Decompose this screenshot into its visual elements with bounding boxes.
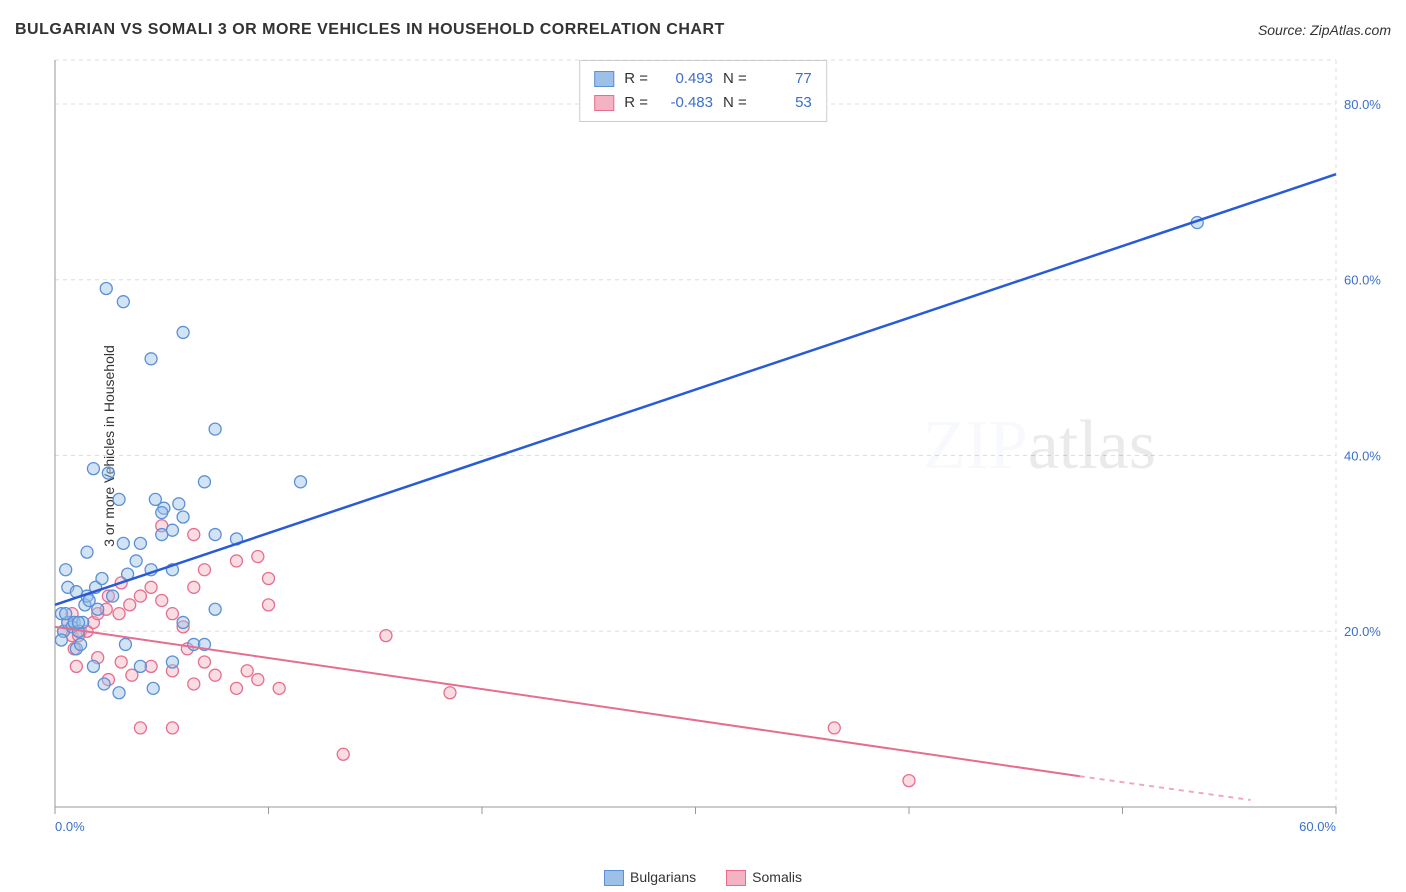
stats-row-somalis: R = -0.483 N = 53 xyxy=(594,91,812,115)
title-bar: BULGARIAN VS SOMALI 3 OR MORE VEHICLES I… xyxy=(15,15,1391,45)
swatch-icon xyxy=(594,71,614,87)
stat-value-n: 77 xyxy=(757,67,812,91)
chart-title: BULGARIAN VS SOMALI 3 OR MORE VEHICLES I… xyxy=(15,21,725,39)
stat-label-n: N = xyxy=(723,91,747,115)
svg-text:0.0%: 0.0% xyxy=(55,819,85,834)
chart-container: BULGARIAN VS SOMALI 3 OR MORE VEHICLES I… xyxy=(0,0,1406,892)
source-label: Source: ZipAtlas.com xyxy=(1258,22,1391,38)
stat-value-n: 53 xyxy=(757,91,812,115)
svg-text:80.0%: 80.0% xyxy=(1344,97,1381,112)
stat-value-r: -0.483 xyxy=(658,91,713,115)
legend-bottom: Bulgarians Somalis xyxy=(0,869,1406,886)
svg-text:40.0%: 40.0% xyxy=(1344,448,1381,463)
swatch-icon xyxy=(604,870,624,886)
stat-label-r: R = xyxy=(624,67,648,91)
swatch-icon xyxy=(726,870,746,886)
svg-text:60.0%: 60.0% xyxy=(1299,819,1336,834)
swatch-icon xyxy=(594,95,614,111)
svg-text:20.0%: 20.0% xyxy=(1344,624,1381,639)
svg-text:60.0%: 60.0% xyxy=(1344,273,1381,288)
stat-label-n: N = xyxy=(723,67,747,91)
legend-item-somalis: Somalis xyxy=(726,869,802,886)
legend-label: Somalis xyxy=(752,869,802,885)
stats-legend-box: R = 0.493 N = 77 R = -0.483 N = 53 xyxy=(579,60,827,122)
legend-label: Bulgarians xyxy=(630,869,696,885)
stats-row-bulgarians: R = 0.493 N = 77 xyxy=(594,67,812,91)
stat-value-r: 0.493 xyxy=(658,67,713,91)
scatter-svg: 0.0% 60.0% 20.0% 40.0% 60.0% 80.0% xyxy=(50,55,1386,837)
plot-area: 0.0% 60.0% 20.0% 40.0% 60.0% 80.0% xyxy=(50,55,1386,837)
stat-label-r: R = xyxy=(624,91,648,115)
legend-item-bulgarians: Bulgarians xyxy=(604,869,696,886)
